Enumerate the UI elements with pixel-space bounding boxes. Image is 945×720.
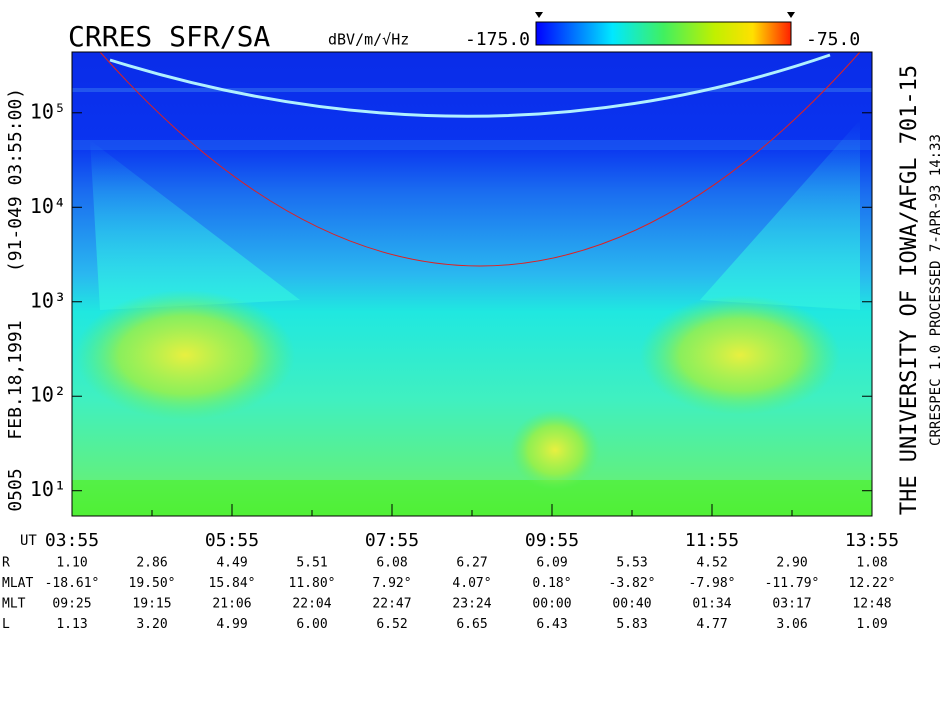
right-caption: THE UNIVERSITY OF IOWA/AFGL 701-15 (897, 65, 922, 515)
right-caption: CRRESPEC 1.0 PROCESSED 7-APR-93 14:33 (928, 134, 944, 446)
ephemeris-value: 12:48 (852, 597, 891, 612)
ephemeris-value: -18.61° (45, 576, 100, 591)
ephemeris-value: 5.83 (616, 617, 647, 632)
colorbar (535, 21, 792, 46)
ephemeris-value: 6.09 (536, 556, 567, 571)
ephemeris-label: L (2, 617, 10, 632)
ephemeris-value: -7.98° (689, 576, 736, 591)
ephemeris-value: 6.52 (376, 617, 407, 632)
ephemeris-value: -11.79° (765, 576, 820, 591)
x-tick-label: 11:55 (685, 530, 739, 551)
ephemeris-value: 22:04 (292, 597, 331, 612)
ephemeris-value: 19:15 (132, 597, 171, 612)
ephemeris-value: 4.77 (696, 617, 727, 632)
ephemeris-value: 2.86 (136, 556, 167, 571)
ephemeris-value: 3.06 (776, 617, 807, 632)
ephemeris-value: 0.18° (532, 576, 571, 591)
ephemeris-value: 5.53 (616, 556, 647, 571)
ephemeris-value: 1.09 (856, 617, 887, 632)
ephemeris-value: 7.92° (372, 576, 411, 591)
colorbar-markers (535, 12, 795, 18)
ephemeris-value: 03:17 (772, 597, 811, 612)
x-tick-label: 09:55 (525, 530, 579, 551)
ephemeris-value: 4.49 (216, 556, 247, 571)
left-caption: FEB.18,1991 (5, 320, 26, 439)
y-tick-label: 10³ (30, 288, 66, 312)
x-tick-label: 03:55 (45, 530, 99, 551)
left-caption: (91-049 03:55:00) (5, 88, 26, 272)
ephemeris-value: 00:00 (532, 597, 571, 612)
ephemeris-label: R (2, 556, 10, 571)
x-tick-label: 07:55 (365, 530, 419, 551)
ephemeris-value: 01:34 (692, 597, 731, 612)
ephemeris-value: 2.90 (776, 556, 807, 571)
colorbar-unit: dBV/m/√Hz (328, 31, 409, 49)
ephemeris-value: -3.82° (609, 576, 656, 591)
y-tick-label: 10⁵ (30, 99, 66, 123)
left-caption: 0505 (5, 468, 26, 511)
spectrogram (72, 51, 872, 516)
colorbar-max: -75.0 (806, 29, 860, 50)
ephemeris-value: 19.50° (129, 576, 176, 591)
ephemeris-label: MLAT (2, 576, 33, 591)
ephemeris-value: 21:06 (212, 597, 251, 612)
ephemeris-value: 11.80° (289, 576, 336, 591)
x-axis-label: UT (20, 533, 37, 549)
ephemeris-value: 6.65 (456, 617, 487, 632)
ephemeris-value: 4.99 (216, 617, 247, 632)
ephemeris-value: 1.08 (856, 556, 887, 571)
y-tick-label: 10¹ (30, 477, 66, 501)
ephemeris-value: 3.20 (136, 617, 167, 632)
y-tick-label: 10² (30, 383, 66, 407)
ephemeris-value: 6.00 (296, 617, 327, 632)
ephemeris-value: 6.27 (456, 556, 487, 571)
ephemeris-value: 4.07° (452, 576, 491, 591)
x-tick-label: 13:55 (845, 530, 899, 551)
ephemeris-value: 1.10 (56, 556, 87, 571)
ephemeris-value: 4.52 (696, 556, 727, 571)
ephemeris-label: MLT (2, 597, 26, 612)
ephemeris-value: 6.43 (536, 617, 567, 632)
ephemeris-value: 09:25 (52, 597, 91, 612)
chart-title: CRRES SFR/SA (68, 20, 270, 53)
ephemeris-value: 12.22° (849, 576, 896, 591)
ephemeris-value: 00:40 (612, 597, 651, 612)
ephemeris-value: 23:24 (452, 597, 491, 612)
ephemeris-value: 5.51 (296, 556, 327, 571)
ephemeris-value: 15.84° (209, 576, 256, 591)
colorbar-min: -175.0 (465, 29, 530, 50)
ephemeris-value: 1.13 (56, 617, 87, 632)
x-tick-label: 05:55 (205, 530, 259, 551)
y-tick-label: 10⁴ (30, 194, 66, 218)
ephemeris-value: 22:47 (372, 597, 411, 612)
ephemeris-value: 6.08 (376, 556, 407, 571)
